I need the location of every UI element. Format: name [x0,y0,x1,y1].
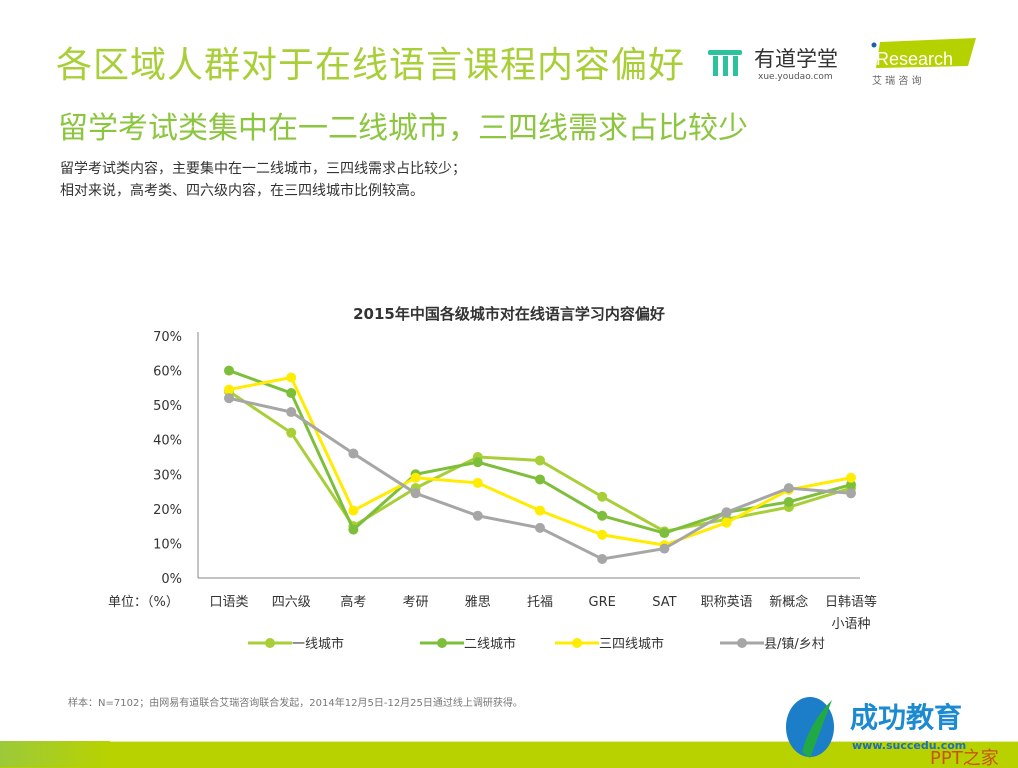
x-tick-label: 高考 [340,594,366,610]
data-point [846,479,856,490]
data-point [348,448,359,459]
iresearch-logo: iResearch 艾 瑞 咨 询 [871,38,976,87]
x-tick-label: 考研 [403,595,429,610]
youdao-logo: 有道学堂 xue.youdao.com [708,47,838,82]
footnote: 样本：N=7102；由网易有道联合艾瑞咨询联合发起，2014年12月5日-12月… [68,698,523,709]
y-tick-label: 0% [161,572,182,587]
legend-label: 县/镇/乡村 [764,637,825,652]
x-tick-label: 口语类 [209,595,248,610]
data-point [348,505,359,516]
iresearch-name: iResearch [872,49,953,69]
y-tick-label: 60% [153,365,182,380]
data-point [783,496,794,507]
youdao-column-icon [708,50,742,76]
data-point [286,372,297,383]
data-point [721,507,732,518]
data-point [721,517,732,528]
data-point [286,427,297,438]
legend-marker [437,638,447,648]
data-point [472,477,483,488]
data-point [286,388,297,399]
data-point [535,522,545,533]
bottom-bar [0,741,1018,768]
page-title: 各区域人群对于在线语言课程内容偏好 [56,45,686,86]
data-point [410,472,421,483]
legend-marker [265,638,275,648]
watermark: PPT之家 [930,748,999,767]
series-4 [224,393,856,564]
chart-title: 2015年中国各级城市对在线语言学习内容偏好 [353,305,665,323]
legend-label: 一线城市 [292,636,344,652]
y-axis-unit-label: 单位：（%） [108,595,179,610]
data-point [659,543,670,554]
data-point [597,553,608,564]
data-point [597,529,608,540]
series-3 [224,372,856,551]
succedu-name: 成功教育 [850,701,962,734]
data-point [535,505,545,516]
x-tick-label: SAT [652,595,676,610]
data-point [286,407,297,418]
legend-label: 三四线城市 [599,636,664,652]
y-tick-label: 70% [153,330,182,345]
data-point [348,524,359,535]
iresearch-cn: 艾 瑞 咨 询 [872,74,922,87]
legend-item: 县/镇/乡村 [720,637,825,652]
x-tick-label: 日韩语等小语种 [825,594,877,632]
youdao-url: xue.youdao.com [758,72,833,82]
data-point [535,474,545,485]
data-point [846,472,856,483]
legend-item: 三四线城市 [555,636,664,652]
legend-marker [737,638,747,648]
data-point [224,393,234,404]
legend-item: 一线城市 [248,636,344,652]
legend-item: 二线城市 [420,636,516,652]
y-tick-label: 30% [153,468,182,483]
data-point [846,488,856,499]
y-tick-label: 40% [153,434,182,449]
succedu-url: www.succedu.com [852,739,966,752]
x-tick-label: GRE [589,595,616,610]
data-point [783,483,794,494]
x-tick-label: 新概念 [769,594,808,610]
x-tick-label: 四六级 [272,595,311,610]
data-point [224,384,234,395]
description-line-1: 留学考试类内容，主要集中在一二线城市，三四线需求占比较少； [60,161,466,177]
page-subtitle: 留学考试类集中在一二线城市，三四线需求占比较少 [58,111,748,146]
data-point [410,488,421,499]
succedu-logo: 成功教育 www.succedu.com PPT之家 [786,697,999,767]
description-line-2: 相对来说，高考类、四六级内容，在三四线城市比例较高。 [60,183,424,199]
x-tick-label: 托福 [527,595,553,610]
x-tick-label: 雅思 [465,595,491,610]
data-point [472,510,483,521]
data-point [597,510,608,521]
data-point [224,365,234,376]
y-tick-label: 20% [153,503,182,518]
data-point [659,528,670,539]
legend-marker [572,638,582,648]
legend-label: 二线城市 [464,636,516,652]
youdao-name: 有道学堂 [754,47,838,71]
slide-nav-controls[interactable] [0,741,110,767]
y-tick-label: 10% [153,537,182,552]
y-tick-label: 50% [153,399,182,414]
data-point [472,457,483,468]
data-point [535,455,545,466]
x-tick-label: 职称英语 [701,595,753,610]
data-point [597,491,608,502]
